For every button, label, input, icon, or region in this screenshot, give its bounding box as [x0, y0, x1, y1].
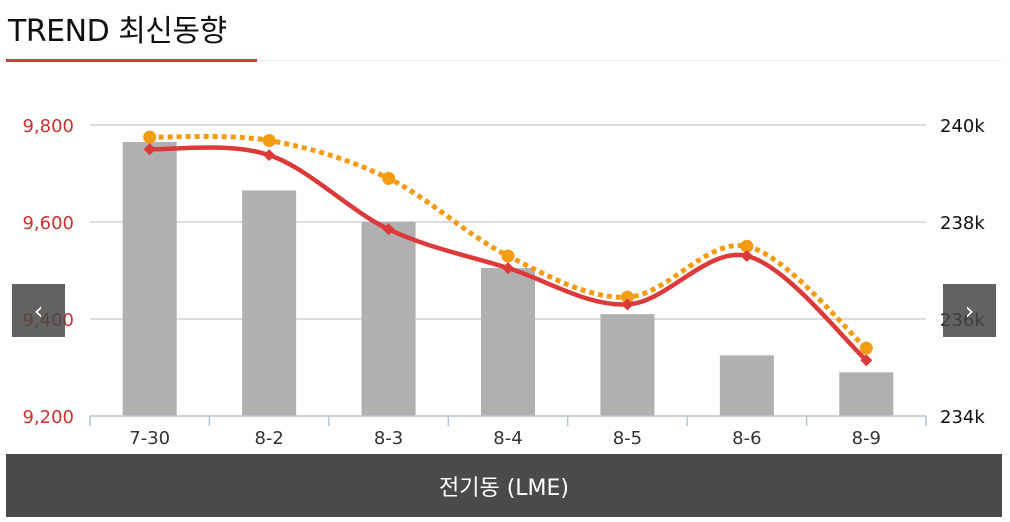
- solid-series-point: [263, 149, 276, 162]
- bar: [600, 314, 655, 416]
- dotted-series-point: [740, 239, 754, 253]
- footer-label: 전기동 (LME): [438, 475, 570, 501]
- y-right-tick-label: 234k: [940, 407, 985, 428]
- x-tick-label: 8-6: [732, 428, 761, 449]
- solid-series-point: [740, 249, 753, 262]
- bar: [361, 222, 416, 416]
- solid-series-point: [382, 223, 395, 236]
- x-axis: 7-30 8-2 8-3 8-4 8-5 8-6 8-9: [89, 415, 927, 449]
- bar: [719, 355, 774, 416]
- dotted-series-point: [859, 341, 873, 355]
- y-right-tick-label: 240k: [940, 116, 985, 137]
- x-tick-label: 8-4: [493, 428, 522, 449]
- dotted-series-point: [382, 171, 396, 185]
- page-title: TREND 최신동향: [8, 14, 227, 49]
- dotted-series-point: [262, 134, 276, 148]
- solid-series-point: [143, 143, 156, 156]
- bar: [122, 141, 177, 416]
- y-left-tick-label: 9,200: [22, 407, 74, 428]
- header-divider: [257, 60, 1002, 61]
- bar: [481, 268, 535, 416]
- dotted-series-point: [620, 290, 634, 304]
- x-tick-label: 7-30: [129, 428, 170, 449]
- x-tick-label: 8-3: [374, 428, 403, 449]
- bar: [839, 372, 894, 416]
- bars: [122, 141, 894, 416]
- dotted-series-point: [501, 249, 515, 263]
- footer-label-bar[interactable]: 전기동 (LME): [6, 454, 1002, 517]
- y-right-tick-label: 238k: [940, 213, 985, 234]
- title-underline: [6, 59, 257, 62]
- chevron-left-icon[interactable]: ‹: [12, 284, 65, 337]
- right-axis-labels: 234k236k238k240k: [940, 116, 985, 428]
- solid-series-point: [621, 298, 634, 311]
- solid-series-point: [860, 354, 873, 367]
- bar: [242, 190, 297, 416]
- x-tick-label: 8-9: [852, 428, 881, 449]
- y-left-tick-label: 9,800: [22, 116, 74, 137]
- y-left-tick-label: 9,600: [22, 213, 74, 234]
- chevron-right-icon[interactable]: ›: [943, 284, 996, 337]
- x-tick-label: 8-5: [613, 428, 642, 449]
- line-series: [143, 130, 873, 367]
- x-tick-label: 8-2: [254, 428, 283, 449]
- solid-series-point: [502, 262, 514, 275]
- dotted-series-point: [143, 130, 157, 144]
